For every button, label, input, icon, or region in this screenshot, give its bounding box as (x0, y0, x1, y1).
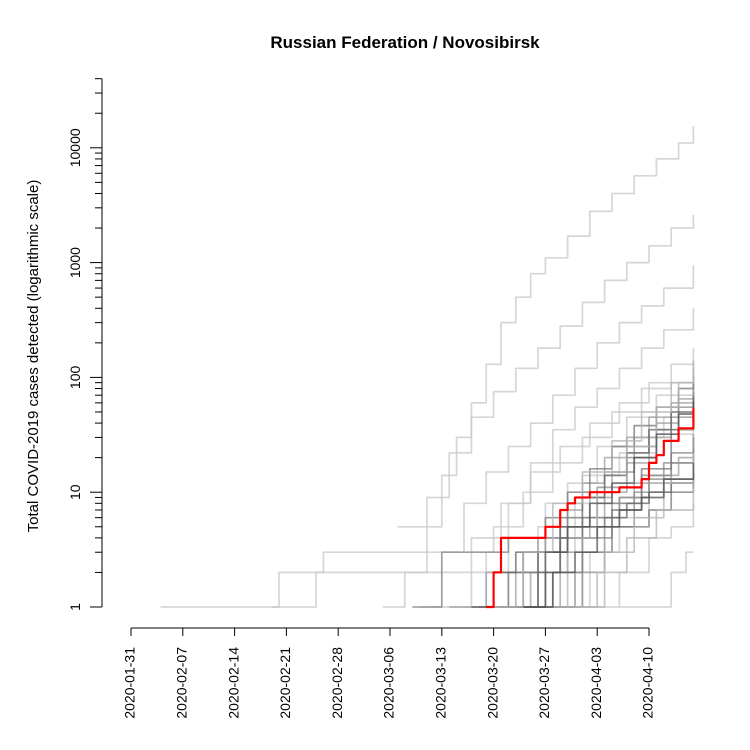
y-tick-label: 1000 (67, 247, 83, 278)
x-axis: 2020-01-31 2020-02-07 2020-02-14 2020-02-21… (122, 627, 656, 719)
y-tick-label: 10 (67, 484, 83, 500)
series-line-30 (575, 452, 695, 608)
series-line-5 (271, 348, 695, 608)
series-line-27 (493, 360, 695, 608)
x-tick-label: 2020-02-21 (277, 647, 293, 719)
x-tick-label: 2020-02-14 (225, 647, 241, 719)
series-line-32 (530, 462, 695, 608)
x-tick-label: 2020-03-06 (381, 647, 397, 719)
x-tick-label: 2020-03-20 (484, 647, 500, 719)
series-line-12 (582, 503, 695, 608)
highlight-series-line (486, 408, 695, 609)
series-line-4 (464, 308, 695, 608)
x-tick-label: 2020-03-13 (433, 647, 449, 719)
series-line-16 (538, 395, 695, 608)
x-tick-label: 2020-03-27 (536, 647, 552, 719)
series-layer (160, 125, 695, 608)
x-tick-label: 2020-04-10 (640, 647, 656, 719)
chart-title: Russian Federation / Novosibirsk (270, 33, 540, 52)
series-line-1 (382, 125, 695, 608)
y-tick-label: 100 (67, 366, 83, 390)
series-line-3 (419, 265, 695, 608)
y-tick-label: 10000 (67, 128, 83, 167)
y-axis: 1 10 100 1000 10000 (67, 78, 103, 611)
series-line-18 (508, 391, 695, 608)
series-line-11 (619, 551, 694, 608)
x-tick-label: 2020-02-07 (174, 647, 190, 719)
x-tick-label: 2020-02-28 (329, 647, 345, 719)
series-line-25 (471, 472, 695, 608)
y-axis-label: Total COVID-2019 cases detected (logarit… (25, 180, 42, 533)
x-tick-label: 2020-04-03 (588, 647, 604, 719)
x-tick-label: 2020-01-31 (122, 647, 138, 719)
series-line-6 (160, 360, 695, 608)
y-tick-label: 1 (67, 603, 83, 611)
series-line-14 (523, 382, 695, 608)
highlight-layer (486, 408, 695, 609)
series-line-29 (567, 487, 695, 608)
series-line-2 (397, 215, 695, 528)
